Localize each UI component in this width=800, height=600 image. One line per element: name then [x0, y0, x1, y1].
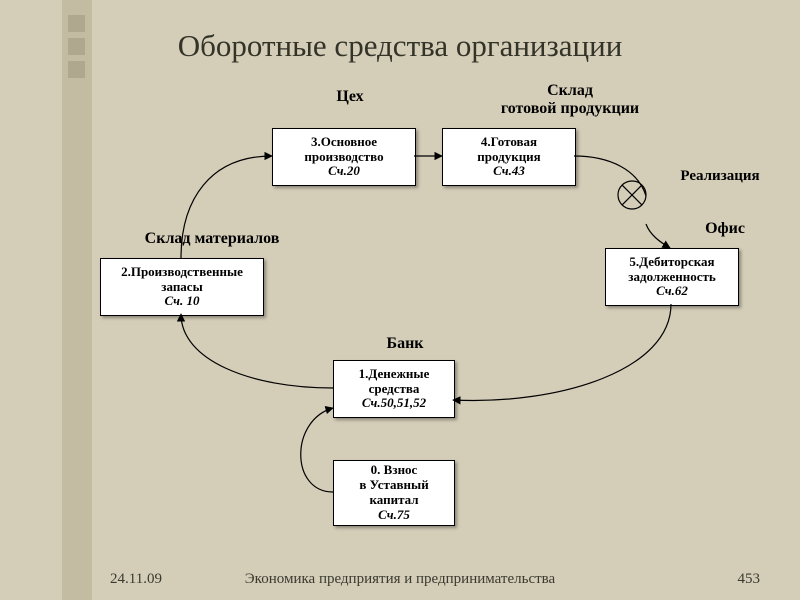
edge-e12 — [181, 314, 333, 388]
realization-symbol-line2 — [622, 185, 642, 205]
node-2-l1: 2.Производственные — [101, 265, 263, 280]
label-materials: Склад материалов — [112, 230, 312, 248]
label-warehouse-fg-2: готовой продукции — [470, 100, 670, 118]
footer-page: 453 — [738, 571, 761, 588]
realization-symbol-line1 — [622, 185, 642, 205]
node-4-finished-goods: 4.Готовая продукция Сч.43 — [442, 128, 576, 186]
node-4-l1: 4.Готовая — [443, 135, 575, 150]
node-3-l2: производство — [273, 150, 415, 165]
label-workshop: Цех — [310, 88, 390, 106]
node-5-receivables: 5.Дебиторская задолженность Сч.62 — [605, 248, 739, 306]
node-4-l3: Сч.43 — [443, 164, 575, 179]
node-0-l3: капитал — [334, 493, 454, 508]
node-3-production: 3.Основное производство Сч.20 — [272, 128, 416, 186]
node-0-l2: в Уставный — [334, 478, 454, 493]
label-warehouse-fg-1: Склад — [470, 82, 670, 100]
edge-e4x — [574, 156, 646, 196]
node-4-l2: продукция — [443, 150, 575, 165]
node-3-l3: Сч.20 — [273, 164, 415, 179]
node-5-l1: 5.Дебиторская — [606, 255, 738, 270]
node-5-l2: задолженность — [606, 270, 738, 285]
edge-e51 — [453, 304, 671, 400]
page-title: Оборотные средства организации — [0, 28, 800, 64]
node-1-l3: Сч.50,51,52 — [334, 396, 454, 411]
label-realization: Реализация — [660, 168, 780, 185]
node-2-l3: Сч. 10 — [101, 294, 263, 309]
node-1-cash: 1.Денежные средства Сч.50,51,52 — [333, 360, 455, 418]
realization-symbol-circle — [618, 181, 646, 209]
node-2-inventory: 2.Производственные запасы Сч. 10 — [100, 258, 264, 316]
edge-e01 — [301, 408, 333, 492]
edge-ex5 — [646, 224, 670, 248]
node-0-l1: 0. Взнос — [334, 463, 454, 478]
slide-bullet-bar — [62, 0, 92, 600]
node-0-capital: 0. Взнос в Уставный капитал Сч.75 — [333, 460, 455, 526]
label-bank: Банк — [365, 335, 445, 353]
label-office: Офис — [685, 220, 765, 238]
node-1-l1: 1.Денежные — [334, 367, 454, 382]
footer-center: Экономика предприятия и предпринимательс… — [0, 571, 800, 588]
node-0-l4: Сч.75 — [334, 508, 454, 523]
node-5-l3: Сч.62 — [606, 284, 738, 299]
node-1-l2: средства — [334, 382, 454, 397]
node-2-l2: запасы — [101, 280, 263, 295]
node-3-l1: 3.Основное — [273, 135, 415, 150]
